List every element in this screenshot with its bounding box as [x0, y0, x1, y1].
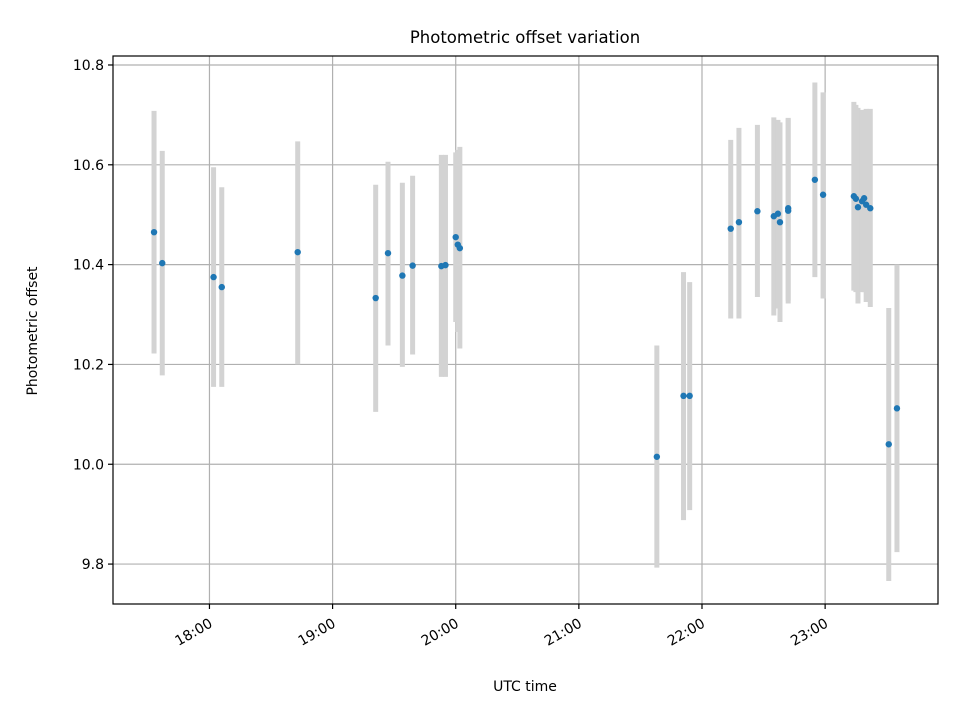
plot-frame — [112, 55, 939, 605]
data-point — [384, 249, 392, 257]
data-point — [776, 218, 784, 226]
y-tick-label: 10.2 — [73, 357, 104, 373]
data-point — [885, 441, 892, 448]
data-point — [409, 262, 416, 269]
data-point — [159, 259, 166, 267]
data-point — [210, 273, 217, 281]
data-point — [452, 233, 459, 241]
data-point — [735, 218, 743, 226]
data-point — [784, 205, 792, 212]
data-point — [686, 392, 693, 400]
data-points — [150, 176, 901, 460]
y-tick-label: 10.8 — [73, 58, 104, 74]
y-tick-label: 9.8 — [82, 557, 104, 573]
y-axis-label: Photometric offset — [25, 266, 41, 396]
data-point — [456, 244, 464, 252]
y-tick-label: 10.6 — [73, 158, 104, 174]
data-point — [819, 191, 827, 198]
data-point — [754, 208, 761, 215]
data-point — [150, 228, 158, 236]
data-point — [680, 392, 687, 400]
data-point — [867, 205, 874, 212]
data-point — [653, 453, 661, 460]
data-point — [294, 248, 301, 256]
data-point — [774, 210, 782, 217]
data-point — [854, 204, 862, 211]
data-point — [218, 283, 225, 291]
data-point — [893, 405, 901, 412]
data-point — [852, 195, 860, 202]
data-point — [372, 294, 379, 302]
chart-title: Photometric offset variation — [410, 28, 640, 47]
data-point — [811, 176, 819, 183]
data-point — [442, 261, 449, 269]
y-tick-label: 10.0 — [73, 457, 104, 473]
x-axis-label: UTC time — [493, 679, 557, 695]
data-point — [860, 195, 868, 202]
data-point — [399, 272, 406, 279]
data-point — [727, 225, 734, 232]
y-tick-label: 10.4 — [73, 258, 104, 274]
